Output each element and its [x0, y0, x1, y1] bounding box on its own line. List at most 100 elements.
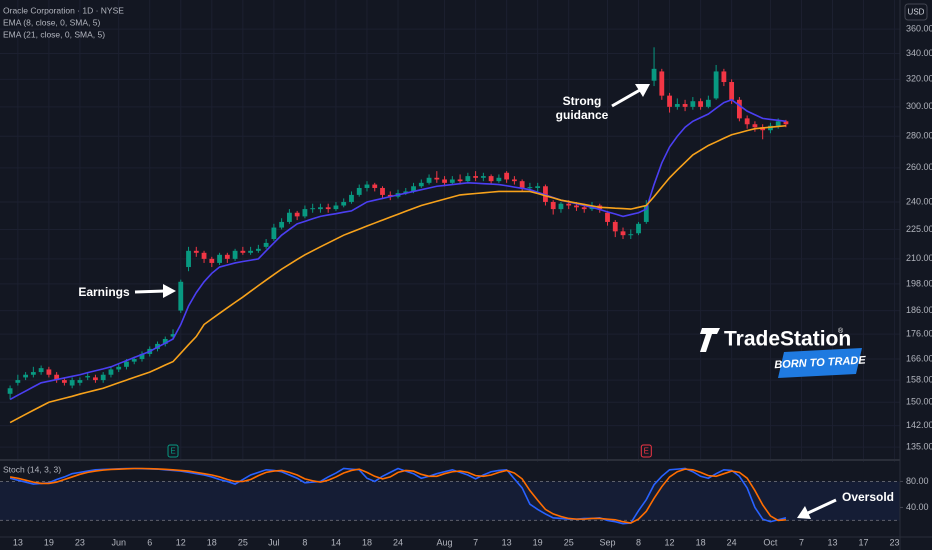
candle-body [325, 207, 331, 210]
grid [0, 0, 900, 536]
candle-body [271, 227, 277, 240]
x-tick-label: 18 [362, 537, 372, 547]
x-tick-label: Jul [268, 537, 280, 547]
candle-body [628, 234, 634, 236]
y-tick-label: 225.00 [906, 224, 932, 234]
y-tick-label: 280.00 [906, 131, 932, 141]
candle-body [201, 252, 207, 259]
x-tick-label: 8 [636, 537, 641, 547]
candle-body [480, 176, 486, 178]
x-tick-label: 18 [696, 537, 706, 547]
candle-body [643, 205, 649, 222]
candle-body [23, 374, 29, 378]
candle-body [170, 334, 176, 337]
annotation: Earnings [78, 285, 130, 299]
x-tick-label: 7 [799, 537, 804, 547]
candle-body [667, 95, 672, 107]
candle-body [131, 359, 137, 362]
x-tick-label: 13 [13, 537, 23, 547]
candle-body [457, 179, 463, 182]
x-tick-label: Aug [437, 537, 453, 547]
candle-body [465, 176, 471, 182]
y-tick-label: 135.00 [906, 442, 932, 452]
y-tick-label: 260.00 [906, 162, 932, 172]
x-tick-label: 12 [176, 537, 186, 547]
x-tick-label: 23 [890, 537, 900, 547]
y-tick-label: 40.00 [906, 502, 929, 512]
y-tick-label: 176.00 [906, 328, 932, 338]
candle-body [294, 212, 300, 217]
x-tick-label: 24 [727, 537, 737, 547]
candle-body [682, 104, 688, 107]
currency-box[interactable] [904, 3, 928, 21]
y-tick-label: 300.00 [906, 101, 932, 111]
candle-body [418, 182, 424, 187]
candle-body [504, 172, 510, 180]
candle-body [286, 212, 292, 222]
candle-body [162, 338, 168, 344]
candle-body [38, 368, 44, 373]
x-tick-label: 7 [473, 537, 478, 547]
candle-body [85, 376, 91, 378]
indicator-line [9, 467, 787, 524]
arrow [611, 88, 641, 108]
candle-body [124, 361, 129, 367]
candle-body [426, 177, 432, 183]
candle-body [651, 68, 657, 81]
candle-body [488, 176, 494, 182]
stoch-band [0, 481, 900, 521]
x-tick-label: 8 [302, 537, 307, 547]
x-tick-label: 24 [393, 537, 403, 547]
y-tick-label: 340.00 [906, 48, 932, 58]
x-tick-label: 13 [502, 537, 512, 547]
candle-body [752, 124, 758, 128]
arrow-head [797, 506, 811, 519]
candle-body [566, 203, 572, 206]
candle-body [193, 250, 199, 253]
candle-body [69, 380, 75, 386]
candle-body [77, 380, 83, 383]
y-tick-label: 186.00 [906, 305, 932, 315]
x-tick-label: 6 [147, 537, 152, 547]
candle-body [403, 191, 409, 194]
candle-body [783, 121, 789, 125]
x-tick-label: Sep [599, 537, 615, 547]
x-tick-label: Jun [111, 537, 126, 547]
candle-body [744, 118, 750, 125]
candle-body [387, 194, 393, 197]
candle-body [574, 205, 579, 208]
y-tick-label: 360.00 [906, 24, 932, 34]
legend-entry: EMA (8, close, 0, SMA, 5) [3, 17, 100, 27]
y-tick-label: 198.00 [906, 278, 932, 288]
candle-body [581, 207, 587, 210]
candle-body [46, 369, 52, 375]
currency[interactable]: USD [908, 8, 925, 17]
candle-body [240, 250, 246, 253]
y-tick-label: 142.00 [906, 420, 932, 430]
stoch-title: Stoch (14, 3, 3) [3, 464, 61, 474]
candle-body [434, 177, 440, 180]
candle-body [372, 184, 378, 188]
candle-body [705, 99, 711, 107]
arrow [134, 289, 166, 294]
candle-body [729, 82, 735, 100]
x-tick-label: 25 [238, 537, 248, 547]
candle-body [620, 231, 626, 236]
candle-body [636, 223, 641, 234]
logo: TradeStation ® BORN TO TRADE [700, 327, 867, 378]
event-marker [640, 444, 652, 458]
candle-body [442, 179, 447, 183]
logo-mark: ® [838, 327, 844, 335]
candle-body [209, 258, 215, 263]
x-tick-label: 25 [564, 537, 574, 547]
candle-body [519, 181, 525, 188]
candle-body [449, 179, 455, 183]
candle-body [605, 212, 610, 222]
candle-body [263, 242, 269, 247]
candle-body [349, 194, 354, 202]
candle-body [473, 176, 479, 178]
arrow [807, 498, 837, 515]
